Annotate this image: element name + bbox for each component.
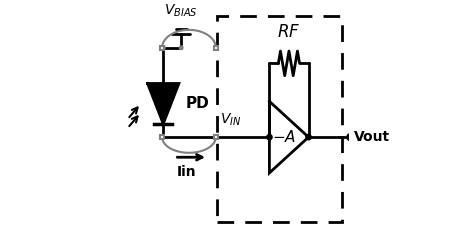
Text: $V_{BIAS}$: $V_{BIAS}$ — [164, 2, 198, 19]
Text: $V_{IN}$: $V_{IN}$ — [220, 112, 242, 128]
Text: $-A$: $-A$ — [272, 129, 296, 145]
Circle shape — [162, 46, 165, 49]
Circle shape — [267, 134, 272, 140]
Bar — [160, 135, 164, 139]
Bar — [214, 135, 218, 139]
Bar — [160, 46, 164, 50]
Polygon shape — [147, 83, 179, 124]
Text: Iin: Iin — [177, 165, 196, 179]
Text: Vout: Vout — [355, 130, 391, 144]
Circle shape — [179, 46, 183, 49]
Text: PD: PD — [186, 96, 210, 111]
Bar — [214, 46, 218, 50]
Circle shape — [306, 134, 311, 140]
Text: $RF$: $RF$ — [277, 23, 301, 41]
